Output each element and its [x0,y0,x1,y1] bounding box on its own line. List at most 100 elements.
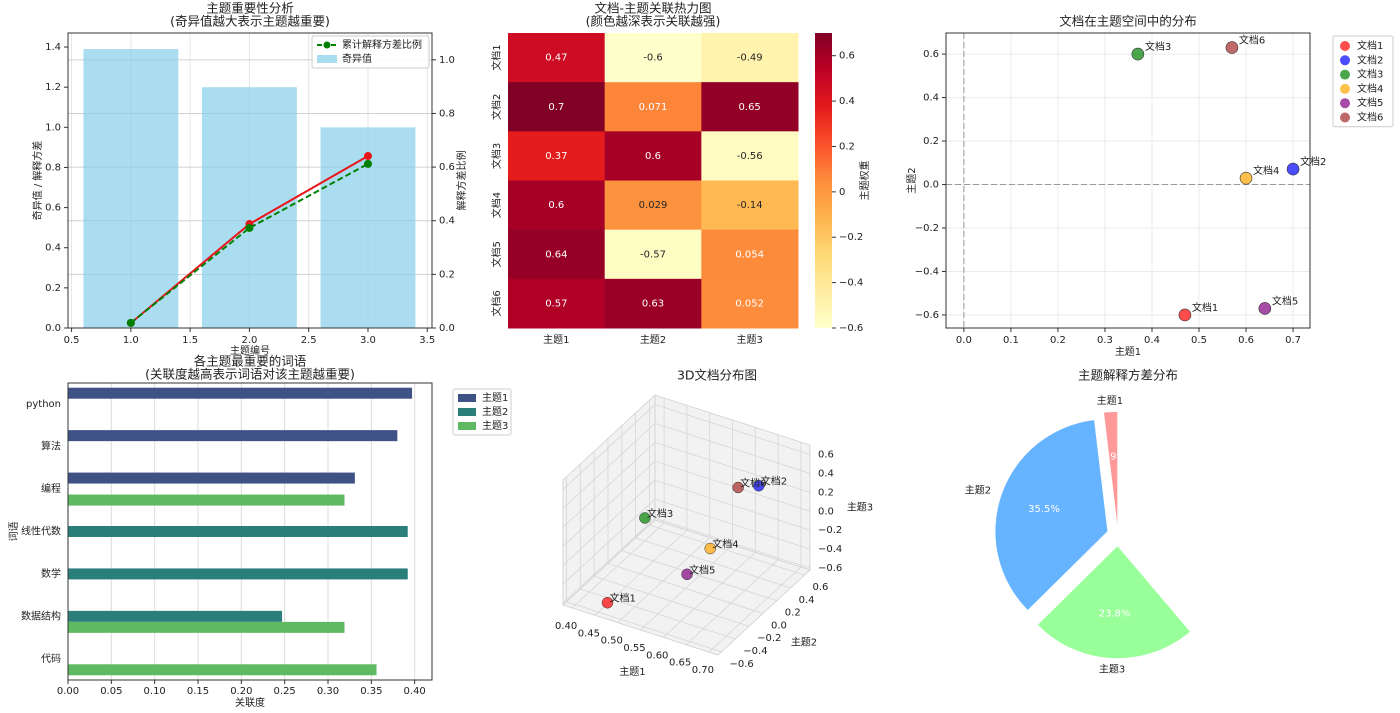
heatmap-cell [701,82,799,132]
legend-marker [1340,112,1350,123]
point-label: 文档5 [1272,294,1298,307]
bar [68,610,283,622]
x-axis-label: 主题1 [619,666,645,678]
x-tick-label: 0.7 [1285,335,1301,346]
legend-marker [1340,55,1350,66]
legend-label: 文档2 [1357,53,1383,66]
x-tick-label: 0.45 [578,628,600,639]
bar [68,568,408,580]
z-tick-label: 0.0 [818,506,834,517]
chart-subtitle: (奇异值越大表示主题越重要) [170,14,330,29]
grid-line [562,517,656,604]
y2-tick-label: 1.0 [439,55,455,66]
heatmap-cell [604,278,702,329]
grid-line [635,537,791,589]
z-tick-label: 0.6 [818,449,834,460]
x-tick-label: 0.40 [404,686,426,697]
cell-label: 0.63 [642,298,664,309]
grid-line [640,544,733,631]
x-tick-label: 0.0 [956,335,972,346]
legend-label: 文档4 [1357,82,1383,95]
point [1258,302,1272,315]
y-tick-label: 编程 [41,482,61,495]
x-tick-label: 0.60 [646,650,668,661]
point-label: 文档4 [1253,164,1279,177]
point-label: 文档4 [712,538,738,551]
legend-label: 奇异值 [342,52,372,65]
cell-label: -0.49 [737,53,763,64]
bar [68,494,345,506]
chart-title: 各主题最重要的词语 [194,354,307,369]
chart-subtitle: (关联度越高表示词语对该主题越重要) [145,367,355,382]
cell-label: -0.6 [643,53,663,64]
point [681,568,693,581]
y-tick-label: python [26,399,61,410]
y-tick-label: 文档3 [490,143,503,169]
heatmap-cell [604,33,702,83]
x-tick-label: 0.00 [57,686,79,697]
y-tick-label: 线性代数 [21,525,61,538]
y-tick-label: 1.2 [45,82,61,93]
x-tick-label: 0.5 [64,335,80,346]
x-tick-label: 主题2 [640,334,666,346]
x-tick-label: 3.0 [360,335,376,346]
y2-tick-label: 0.2 [439,269,455,280]
grid-line [571,522,665,609]
y-tick-label: 0.4 [923,93,939,104]
grid-line [562,460,656,547]
cell-label: -0.56 [737,151,763,162]
cell-label: -0.57 [640,249,666,260]
x-tick-label: 2.0 [241,335,257,346]
heatmap-cell [604,180,702,231]
z-tick-label: −0.6 [818,563,842,574]
colorbar-tick-label: 0 [839,187,845,198]
point [126,318,135,327]
x-tick-label: 0.35 [360,686,382,697]
y-axis-label: 主题2 [791,637,817,649]
colorbar [815,33,832,328]
point [732,481,744,494]
colorbar-tick-label: −0.2 [839,232,863,243]
heatmap-cell [701,33,799,83]
cell-label: 0.054 [735,249,764,260]
y-tick-label: 0.0 [923,180,939,191]
legend-box [311,35,430,69]
cell-label: -0.14 [737,200,763,211]
legend-label: 文档3 [1357,68,1383,81]
legend-label: 文档1 [1357,39,1383,52]
point-label: 文档1 [609,592,635,605]
cell-label: 0.37 [545,151,567,162]
y-tick-label: 0.6 [812,582,828,593]
y-tick-label: 文档1 [490,44,503,70]
y2-tick-label: 0.6 [439,162,455,173]
z-tick-label: −0.4 [818,544,842,555]
grid-line [654,423,811,474]
x-tick-label: 0.4 [1144,335,1160,346]
point [363,152,372,161]
y-tick-label: 0.6 [45,203,61,214]
grid-line [562,498,656,585]
cell-label: 0.65 [739,102,761,113]
pie-slice [995,420,1108,611]
grid-line [594,575,750,627]
bar [201,87,297,328]
x-tick-label: 2.5 [301,335,317,346]
point [704,542,717,555]
slice-label: 主题1 [1097,395,1123,407]
legend-marker [1340,69,1350,80]
y-tick-label: 0.2 [785,608,801,619]
plot-frame [67,32,433,329]
legend-label: 主题3 [482,420,508,432]
x-tick-label: 0.40 [555,621,577,632]
y-tick-label: 文档2 [490,94,503,120]
point-label: 文档6 [1239,34,1265,47]
x-axis-label: 主题编号 [230,344,270,357]
point-label: 文档3 [1145,40,1171,53]
grid-line [654,498,811,550]
heatmap-cell [701,278,799,329]
bar [68,472,355,484]
colorbar-tick-label: 0.2 [839,141,855,152]
grid-line [654,517,811,569]
z-axis-label: 主题3 [847,502,873,514]
